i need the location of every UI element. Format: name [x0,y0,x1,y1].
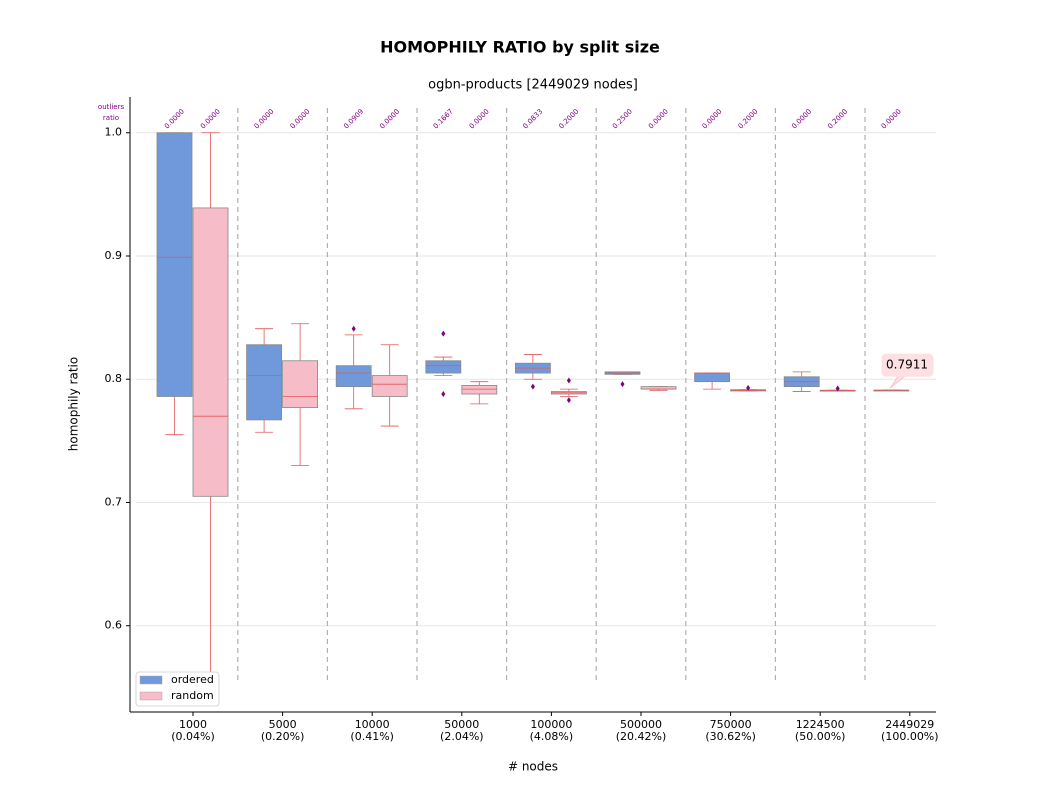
outlier [746,384,751,391]
x-tick-sublabel: (20.42%) [616,730,667,743]
box [461,384,498,395]
outlier [835,385,840,392]
x-tick-sublabel: (0.41%) [350,730,394,743]
x-tick-label: 1000 [179,718,207,731]
x-tick-sublabel: (0.20%) [261,730,305,743]
y-tick-label: 0.6 [105,619,123,632]
outlier-ratio: 0.1667 [432,108,455,131]
outlier-ratio: 0.2500 [611,108,634,131]
outlier [566,377,571,384]
outlier-ratio: 0.0000 [880,108,903,131]
box [371,375,408,397]
x-tick-sublabel: (100.00%) [881,730,939,743]
outlier-ratio: 0.0833 [521,108,544,131]
chart-title: HOMOPHILY RATIO by split size [380,38,660,57]
outlier-ratio: 0.0000 [199,108,222,131]
outlier-ratio: 0.2000 [557,108,580,131]
box [335,365,372,388]
box [425,360,462,374]
x-tick-sublabel: (0.04%) [171,730,215,743]
ratio-header: ratio [103,114,119,122]
annotation: 0.7911 [886,358,928,372]
chart-subtitle: ogbn-products [2449029 nodes] [428,78,638,93]
outlier-ratio: 0.0909 [342,108,365,131]
y-axis-label: homophily ratio [67,357,81,451]
y-tick-label: 0.7 [105,495,123,508]
outlier-ratio: 0.0000 [647,108,670,131]
ratio-header: outliers [98,103,125,111]
outlier-ratio: 0.0000 [378,108,401,131]
annotation-pointer [889,375,907,389]
x-tick-label: 50000 [444,718,479,731]
outlier-ratio: 0.0000 [163,108,186,131]
y-tick-label: 1.0 [105,126,123,139]
box [246,344,283,421]
x-tick-label: 10000 [355,718,390,731]
outlier-ratio: 0.2000 [737,108,760,131]
x-tick-sublabel: (30.62%) [705,730,756,743]
legend-swatch [139,675,163,685]
box [282,360,319,408]
x-tick-label: 5000 [269,718,297,731]
outlier [620,381,625,388]
box [156,132,193,397]
outlier-ratio: 0.0000 [468,108,491,131]
x-tick-sublabel: (2.04%) [440,730,484,743]
x-tick-label: 750000 [710,718,752,731]
outlier [566,397,571,404]
outlier-ratio: 0.0000 [253,108,276,131]
outlier-ratio: 0.0000 [701,108,724,131]
x-tick-label: 100000 [530,718,572,731]
box [694,372,730,383]
x-tick-label: 500000 [620,718,662,731]
y-tick-label: 0.9 [105,249,123,262]
x-axis-label: # nodes [508,760,558,774]
x-tick-sublabel: (50.00%) [795,730,846,743]
outlier [441,330,446,337]
outlier [441,391,446,398]
legend-label: random [171,689,214,702]
box [192,207,229,497]
outlier-ratio: 0.0000 [790,108,813,131]
x-tick-label: 2449029 [885,718,934,731]
outlier [530,383,535,390]
y-tick-label: 0.8 [105,372,123,385]
outlier-ratio: 0.0000 [289,108,312,131]
legend-swatch [139,691,163,701]
x-tick-sublabel: (4.08%) [530,730,574,743]
outlier [351,325,356,332]
legend-label: ordered [171,673,214,686]
x-tick-label: 1224500 [796,718,845,731]
annotation-box [881,353,934,377]
outlier-ratio: 0.2000 [826,108,849,131]
